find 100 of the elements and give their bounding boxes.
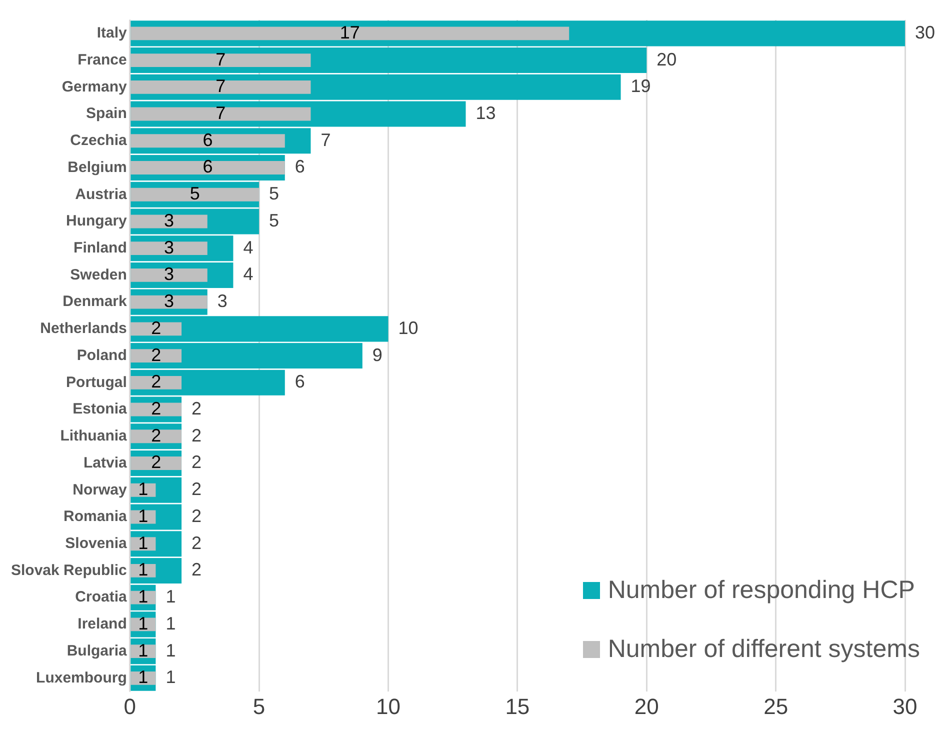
legend-label: Number of different systems <box>608 635 920 664</box>
data-label: 2 <box>192 560 202 580</box>
data-label: 4 <box>243 237 254 258</box>
bar <box>130 188 260 202</box>
y-tick-label: Portugal <box>66 374 127 391</box>
y-tick-label: Sweden <box>70 266 127 284</box>
data-label: 10 <box>398 318 418 338</box>
y-tick-label: Austria <box>75 186 128 203</box>
data-label: 20 <box>656 49 677 70</box>
data-label: 1 <box>138 640 148 660</box>
bar <box>130 161 285 174</box>
y-tick-label: Luxembourg <box>36 669 127 686</box>
bar <box>130 430 182 444</box>
data-label: 3 <box>164 210 174 230</box>
bar <box>130 54 311 68</box>
data-label: 2 <box>192 452 202 472</box>
y-tick-label: Lithuania <box>60 428 128 445</box>
data-label: 1 <box>138 560 148 580</box>
y-tick-label: Bulgaria <box>66 642 128 660</box>
bar <box>130 376 182 390</box>
bar <box>130 80 311 94</box>
data-label: 6 <box>202 156 213 177</box>
y-tick-label: Romania <box>64 508 128 526</box>
bar <box>130 268 208 282</box>
x-tick-label: 20 <box>634 694 659 719</box>
data-label: 6 <box>294 372 305 392</box>
y-tick-label: Poland <box>76 346 127 364</box>
data-label: 17 <box>340 22 360 42</box>
y-tick-label: Italy <box>96 24 128 42</box>
y-tick-label: Czechia <box>70 132 128 150</box>
y-tick-label: Germany <box>62 78 128 96</box>
y-tick-label: Finland <box>74 239 127 256</box>
data-label: 1 <box>138 613 148 634</box>
bar <box>130 456 182 470</box>
data-label: 5 <box>269 184 280 204</box>
x-tick-label: 0 <box>124 694 136 719</box>
data-label: 2 <box>151 425 162 446</box>
data-label: 7 <box>216 49 226 70</box>
y-tick-label: Norway <box>72 481 128 498</box>
data-label: 7 <box>320 130 331 150</box>
x-tick-label: 10 <box>376 694 400 719</box>
data-label: 5 <box>269 210 280 230</box>
bar <box>130 242 208 256</box>
data-label: 4 <box>243 264 254 284</box>
y-tick-label: France <box>78 51 127 68</box>
y-tick-label: Latvia <box>84 454 128 472</box>
data-label: 2 <box>151 344 162 365</box>
data-label: 2 <box>192 398 202 418</box>
data-label: 1 <box>138 506 148 526</box>
data-label: 1 <box>138 586 148 607</box>
data-label: 2 <box>151 398 162 418</box>
data-label: 9 <box>372 344 382 365</box>
bar <box>130 26 570 40</box>
bar <box>130 214 208 228</box>
data-label: 30 <box>915 22 936 42</box>
data-label: 2 <box>192 532 202 553</box>
bar <box>130 349 182 363</box>
x-tick-label: 25 <box>764 694 788 719</box>
data-label: 7 <box>216 76 226 96</box>
y-tick-label: Netherlands <box>40 320 127 338</box>
y-tick-label: Slovenia <box>65 534 128 552</box>
data-label: 3 <box>164 291 174 312</box>
x-tick-label: 15 <box>505 694 530 719</box>
data-label: 3 <box>217 291 228 312</box>
legend-label: Number of responding HCP <box>608 576 915 605</box>
data-label: 1 <box>138 532 148 553</box>
x-tick-label: 5 <box>252 694 266 719</box>
y-tick-label: Slovak Republic <box>10 562 127 579</box>
data-label: 5 <box>190 184 200 204</box>
y-tick-label: Ireland <box>78 616 127 633</box>
y-tick-label: Spain <box>86 105 127 122</box>
bar <box>130 107 311 121</box>
x-tick-label: 30 <box>892 694 918 719</box>
data-label: 2 <box>192 479 202 500</box>
data-label: 1 <box>166 640 176 660</box>
data-label: 2 <box>192 506 202 526</box>
y-tick-label: Hungary <box>66 212 128 230</box>
data-label: 13 <box>476 102 496 123</box>
y-tick-label: Croatia <box>75 588 128 606</box>
data-label: 1 <box>166 586 176 607</box>
y-tick-label: Belgium <box>68 158 127 176</box>
data-label: 1 <box>138 479 148 500</box>
data-label: 6 <box>294 156 305 177</box>
data-label: 19 <box>630 76 651 96</box>
bar <box>130 402 182 416</box>
data-label: 3 <box>164 237 174 258</box>
bar <box>130 322 182 336</box>
y-tick-label: Estonia <box>72 400 128 418</box>
data-label: 1 <box>138 667 148 688</box>
data-label: 2 <box>151 372 162 392</box>
data-label: 3 <box>164 264 174 284</box>
data-label: 1 <box>166 613 176 634</box>
data-label: 1 <box>166 667 176 688</box>
data-label: 6 <box>202 130 213 150</box>
bar <box>130 134 285 148</box>
bar <box>130 295 208 309</box>
data-label: 7 <box>216 102 226 123</box>
data-label: 2 <box>192 425 202 446</box>
data-label: 2 <box>151 452 162 472</box>
y-tick-label: Denmark <box>62 293 128 310</box>
